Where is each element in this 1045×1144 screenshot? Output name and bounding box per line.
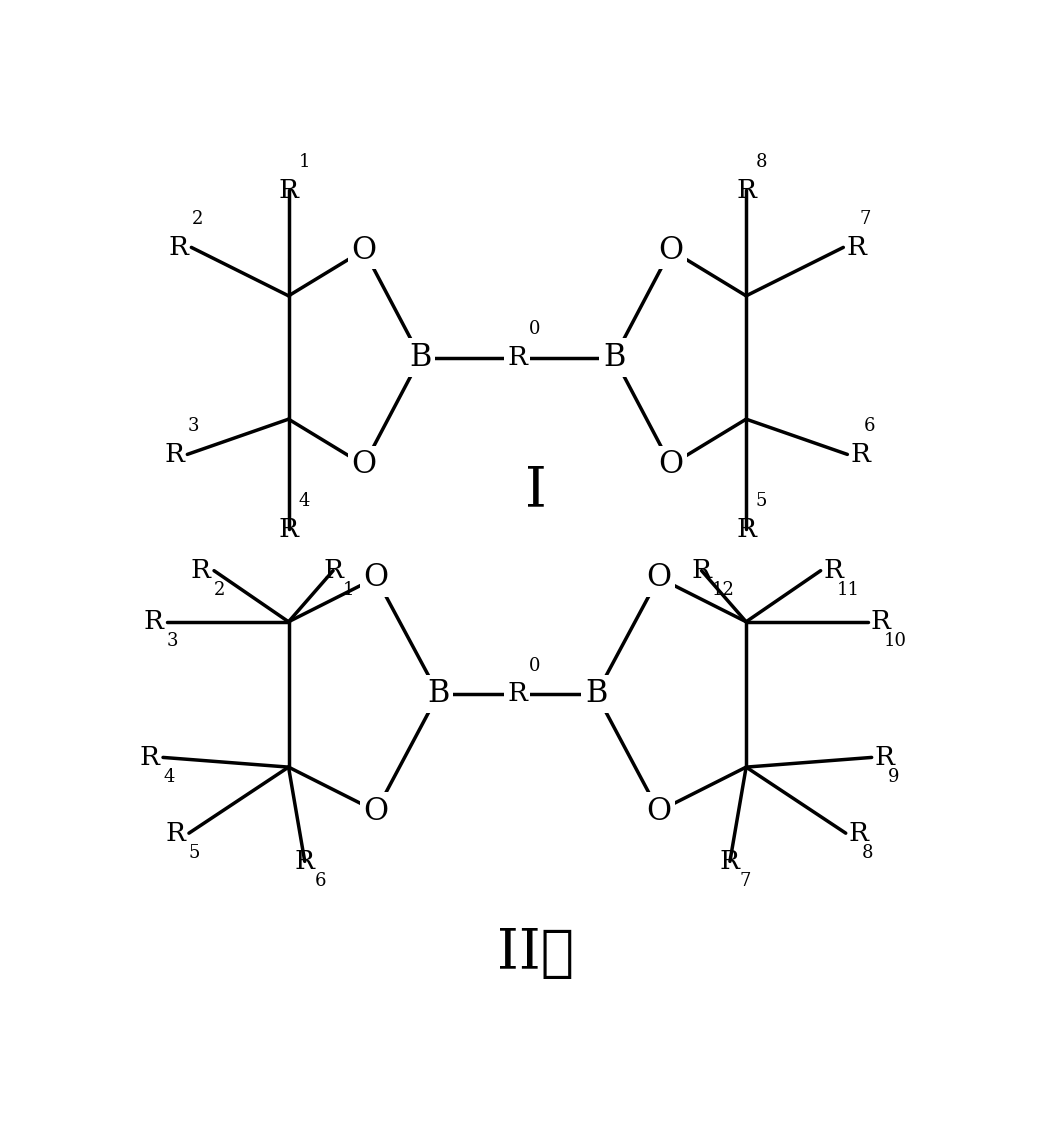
Text: R: R	[736, 177, 757, 202]
Text: R: R	[823, 558, 843, 583]
Text: R: R	[720, 849, 740, 874]
Text: R: R	[508, 345, 528, 370]
Text: 3: 3	[167, 633, 179, 650]
Text: O: O	[658, 450, 683, 480]
Text: 4: 4	[163, 768, 175, 786]
Text: O: O	[351, 450, 376, 480]
Text: O: O	[364, 796, 389, 827]
Text: R: R	[692, 558, 712, 583]
Text: R: R	[140, 745, 160, 770]
Text: I: I	[525, 464, 547, 518]
Text: B: B	[410, 342, 432, 373]
Text: 2: 2	[214, 581, 226, 599]
Text: O: O	[646, 562, 671, 594]
Text: R: R	[164, 442, 184, 467]
Text: R: R	[736, 517, 757, 542]
Text: R: R	[849, 820, 868, 845]
Text: R: R	[168, 235, 188, 260]
Text: 0: 0	[529, 657, 540, 675]
Text: 5: 5	[756, 492, 767, 510]
Text: 1: 1	[343, 581, 354, 599]
Text: R: R	[323, 558, 343, 583]
Text: II。: II。	[497, 927, 574, 982]
Text: 1: 1	[298, 153, 309, 170]
Text: B: B	[585, 678, 607, 709]
Text: R: R	[851, 442, 870, 467]
Text: R: R	[846, 235, 866, 260]
Text: 11: 11	[837, 581, 860, 599]
Text: 3: 3	[187, 418, 199, 435]
Text: R: R	[295, 849, 315, 874]
Text: 5: 5	[189, 844, 201, 861]
Text: R: R	[144, 610, 164, 634]
Text: R: R	[279, 177, 299, 202]
Text: B: B	[427, 678, 449, 709]
Text: 6: 6	[863, 418, 875, 435]
Text: O: O	[351, 235, 376, 265]
Text: R: R	[191, 558, 211, 583]
Text: 0: 0	[529, 320, 540, 339]
Text: 8: 8	[756, 153, 767, 170]
Text: 9: 9	[888, 768, 900, 786]
Text: R: R	[508, 682, 528, 707]
Text: 12: 12	[712, 581, 735, 599]
Text: R: R	[875, 745, 895, 770]
Text: 7: 7	[860, 210, 870, 228]
Text: R: R	[279, 517, 299, 542]
Text: R: R	[870, 610, 890, 634]
Text: 2: 2	[191, 210, 203, 228]
Text: O: O	[646, 796, 671, 827]
Text: 4: 4	[298, 492, 309, 510]
Text: O: O	[658, 235, 683, 265]
Text: 8: 8	[862, 844, 874, 861]
Text: B: B	[603, 342, 625, 373]
Text: 6: 6	[315, 872, 326, 890]
Text: 7: 7	[740, 872, 751, 890]
Text: O: O	[364, 562, 389, 594]
Text: R: R	[166, 820, 186, 845]
Text: 10: 10	[884, 633, 907, 650]
